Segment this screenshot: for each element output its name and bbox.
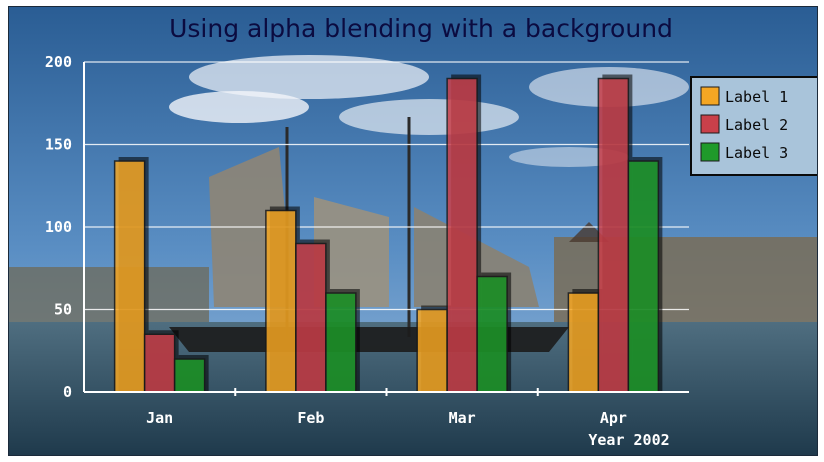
x-tick-label: Feb	[297, 409, 324, 427]
bar-label-3-apr	[627, 160, 660, 393]
legend-swatch	[700, 86, 720, 106]
x-axis-label: Year 2002	[588, 431, 669, 449]
bar-label-1-apr	[567, 292, 600, 393]
bar-chart: Using alpha blending with a background 0…	[9, 7, 817, 455]
y-tick-label: 200	[45, 53, 72, 71]
y-tick-label: 0	[63, 383, 72, 401]
y-tick-label: 50	[54, 301, 72, 319]
bar-label-2-mar	[446, 77, 478, 393]
bar-label-2-feb	[295, 242, 327, 393]
legend-swatch	[700, 114, 720, 134]
bars	[113, 74, 663, 393]
legend-swatch	[700, 142, 720, 162]
bar-label-1-feb	[265, 209, 297, 393]
axes	[83, 62, 689, 396]
chart-frame: Using alpha blending with a background 0…	[8, 6, 818, 456]
legend-label: Label 1	[725, 88, 788, 106]
bar-label-1-jan	[113, 160, 146, 393]
x-tick-label: Jan	[146, 409, 173, 427]
bar-label-3-mar	[476, 275, 508, 393]
x-tick-labels: Jan Feb Mar Apr	[146, 409, 627, 427]
chart-title: Using alpha blending with a background	[169, 14, 673, 43]
bar-label-1-mar	[416, 308, 448, 393]
y-tick-labels: 0 50 100 150 200	[45, 53, 72, 401]
bar-label-3-jan	[173, 358, 206, 393]
bar-label-2-apr	[597, 77, 630, 393]
legend: Label 1 Label 2 Label 3	[690, 76, 817, 176]
legend-label: Label 3	[725, 144, 788, 162]
legend-label: Label 2	[725, 116, 788, 134]
x-tick-label: Mar	[449, 409, 476, 427]
bar-label-3-feb	[325, 292, 357, 393]
bar-label-2-jan	[143, 333, 176, 393]
y-tick-label: 100	[45, 218, 72, 236]
x-tick-label: Apr	[600, 409, 627, 427]
y-tick-label: 150	[45, 136, 72, 154]
